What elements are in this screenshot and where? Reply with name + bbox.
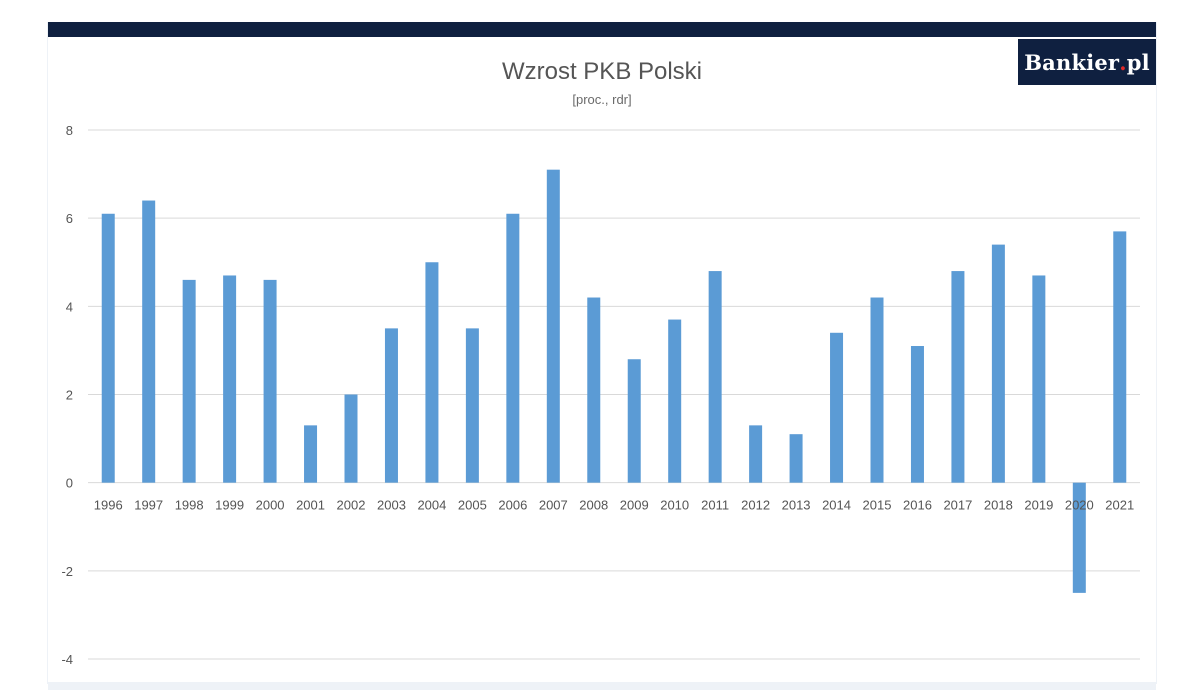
bar-1996 bbox=[101, 213, 115, 483]
x-tick-label-1999: 1999 bbox=[215, 498, 244, 513]
x-tick-label-2010: 2010 bbox=[660, 498, 689, 513]
bar-2009 bbox=[627, 359, 641, 483]
x-tick-label-2003: 2003 bbox=[377, 498, 406, 513]
chart-title: Wzrost PKB Polski bbox=[501, 58, 703, 85]
x-tick-label-2016: 2016 bbox=[903, 498, 932, 513]
bar-2019 bbox=[1032, 275, 1046, 483]
x-tick-label-2007: 2007 bbox=[539, 498, 568, 513]
x-tick-label-2008: 2008 bbox=[579, 498, 608, 513]
bar-2001 bbox=[304, 425, 318, 483]
x-tick-label-2004: 2004 bbox=[417, 498, 446, 513]
x-tick-label-2021: 2021 bbox=[1105, 498, 1134, 513]
y-tick-label: 2 bbox=[66, 388, 73, 403]
x-tick-label-2001: 2001 bbox=[296, 498, 325, 513]
bar-1997 bbox=[142, 200, 156, 483]
logo-dot: . bbox=[1119, 49, 1127, 75]
y-tick-label: 4 bbox=[66, 299, 73, 314]
x-tick-label-2011: 2011 bbox=[701, 498, 729, 513]
y-tick-label: 0 bbox=[66, 476, 73, 491]
logo-brand: Bankier bbox=[1024, 49, 1120, 75]
bar-2002 bbox=[344, 394, 358, 483]
x-tick-label-2019: 2019 bbox=[1024, 498, 1053, 513]
bar-2015 bbox=[870, 297, 884, 483]
x-tick-label-1996: 1996 bbox=[94, 498, 123, 513]
bar-2003 bbox=[384, 328, 398, 483]
x-tick-label-1997: 1997 bbox=[134, 498, 163, 513]
bar-2010 bbox=[668, 319, 682, 483]
x-tick-label-2017: 2017 bbox=[943, 498, 972, 513]
header-bar bbox=[48, 22, 1156, 37]
bar-chart: -4 -2 0 2 4 6 8 1996 1997 1998 1999 2000 2001 2002 20… bbox=[61, 123, 1140, 667]
bar-2020 bbox=[1072, 482, 1086, 593]
bar-2005 bbox=[465, 328, 479, 483]
chart-subtitle: [proc., rdr] bbox=[572, 92, 632, 107]
x-tick-label-2020: 2020 bbox=[1065, 498, 1094, 513]
y-tick-label: 6 bbox=[66, 211, 73, 226]
x-tick-label-2013: 2013 bbox=[782, 498, 811, 513]
y-tick-label: 8 bbox=[66, 123, 73, 138]
bar-1998 bbox=[182, 279, 196, 483]
bar-2007 bbox=[546, 169, 560, 483]
bar-2014 bbox=[830, 332, 844, 483]
footer-strip bbox=[48, 682, 1156, 690]
x-tick-label-2012: 2012 bbox=[741, 498, 770, 513]
x-tick-label-2015: 2015 bbox=[863, 498, 892, 513]
y-axis-ticks: -4 -2 0 2 4 6 8 bbox=[61, 123, 73, 667]
x-tick-label-2006: 2006 bbox=[498, 498, 527, 513]
bar-2004 bbox=[425, 262, 439, 483]
x-tick-label-2014: 2014 bbox=[822, 498, 851, 513]
x-tick-label-2002: 2002 bbox=[337, 498, 366, 513]
x-tick-label-1998: 1998 bbox=[175, 498, 204, 513]
bar-2008 bbox=[587, 297, 601, 483]
y-tick-label: -4 bbox=[61, 652, 73, 667]
bar-2000 bbox=[263, 279, 277, 483]
bankier-logo: Bankier. pl bbox=[1018, 39, 1156, 85]
x-tick-label-2000: 2000 bbox=[256, 498, 285, 513]
gridlines bbox=[88, 129, 1140, 660]
y-tick-label: -2 bbox=[61, 564, 73, 579]
bar-2006 bbox=[506, 213, 520, 483]
x-tick-label-2005: 2005 bbox=[458, 498, 487, 513]
x-axis-ticks: 1996 1997 1998 1999 2000 2001 2002 2003 2004 2005… bbox=[94, 498, 1134, 513]
logo-suffix: pl bbox=[1126, 49, 1150, 75]
bar-2018 bbox=[991, 244, 1005, 483]
bar-2013 bbox=[789, 434, 803, 483]
bar-2012 bbox=[749, 425, 763, 483]
x-tick-label-2009: 2009 bbox=[620, 498, 649, 513]
bars bbox=[101, 169, 1127, 593]
chart-frame: Bankier. pl Wzrost PKB Polski [proc., rdr… bbox=[47, 22, 1157, 690]
bar-2011 bbox=[708, 271, 722, 483]
bar-2021 bbox=[1113, 231, 1127, 483]
bar-2016 bbox=[910, 346, 924, 483]
bar-1999 bbox=[223, 275, 237, 483]
bar-2017 bbox=[951, 271, 965, 483]
x-tick-label-2018: 2018 bbox=[984, 498, 1013, 513]
